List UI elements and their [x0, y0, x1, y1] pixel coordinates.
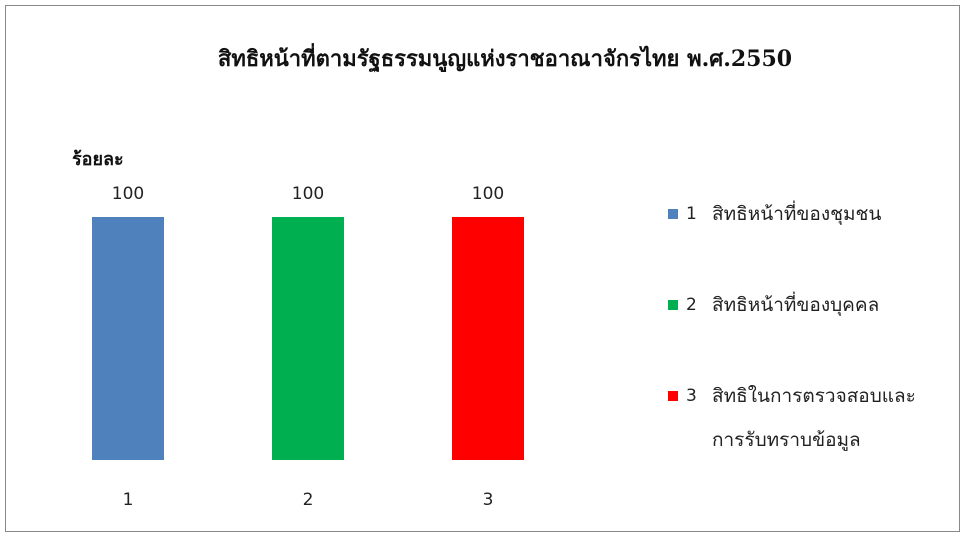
legend-number: 1: [686, 204, 697, 224]
legend-label: สิทธิหน้าที่ของบุคคล: [712, 294, 880, 316]
legend-swatch: [668, 300, 678, 310]
legend-item: 3 สิทธิในการตรวจสอบและการรับทราบข้อมูล: [668, 382, 958, 473]
legend-swatch: [668, 391, 678, 401]
legend: 1 สิทธิหน้าที่ของชุมชน 2 สิทธิหน้าที่ของบุค…: [668, 200, 958, 473]
y-axis-label: ร้อยละ: [72, 149, 124, 170]
legend-number: 2: [686, 295, 697, 315]
bar: [452, 217, 524, 460]
bar: [272, 217, 344, 460]
x-tick-label: 3: [483, 490, 494, 510]
bar: [92, 217, 164, 460]
legend-swatch: [668, 209, 678, 219]
x-tick-label: 2: [303, 490, 314, 510]
legend-item: 2 สิทธิหน้าที่ของบุคคล: [668, 291, 958, 382]
value-label: 100: [112, 184, 144, 204]
legend-item: 1 สิทธิหน้าที่ของชุมชน: [668, 200, 958, 291]
legend-number: 3: [686, 386, 697, 406]
chart-title: สิทธิหน้าที่ตามรัฐธรรมนูญแห่งราชอาณาจักร…: [218, 42, 792, 73]
legend-label: สิทธิหน้าที่ของชุมชน: [712, 203, 882, 225]
value-label: 100: [292, 184, 324, 204]
legend-label: สิทธิในการตรวจสอบและการรับทราบข้อมูล: [712, 385, 916, 451]
value-label: 100: [472, 184, 504, 204]
x-tick-label: 1: [123, 490, 134, 510]
